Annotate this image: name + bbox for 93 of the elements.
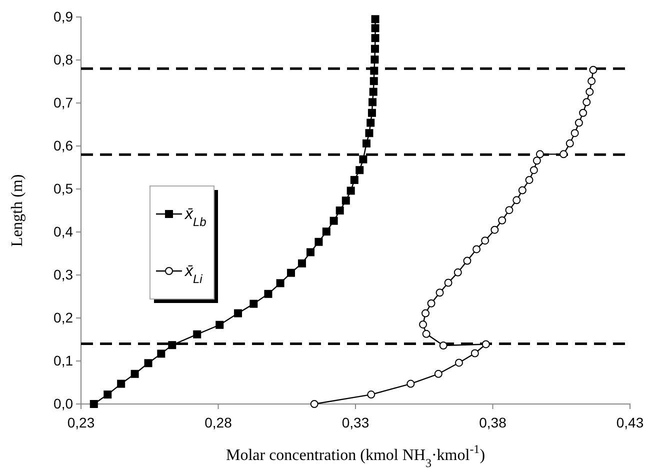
x-tick-label: 0,38 [479, 414, 507, 430]
y-tick-label: 0,2 [54, 309, 74, 326]
point [512, 196, 521, 204]
legend-label: x̄$_{Lb}$ [184, 206, 207, 229]
point [536, 150, 544, 158]
point [322, 228, 330, 236]
point [90, 400, 98, 408]
x-axis-title: Molar concentration (kmol NH$_{3}$·kmol$^{-1}$) [226, 442, 486, 470]
y-tick-label: 0,4 [54, 223, 74, 240]
y-tick-label: 0,0 [54, 395, 74, 412]
point [314, 238, 323, 246]
x-tick-label: 0,23 [67, 414, 95, 430]
point [371, 24, 380, 32]
point [350, 176, 358, 184]
point [362, 139, 370, 148]
point [586, 88, 594, 96]
point [532, 156, 541, 165]
y-tick-label: 0,8 [54, 51, 74, 68]
point [370, 77, 378, 86]
point [481, 236, 490, 245]
point [298, 259, 306, 268]
point [368, 98, 377, 106]
point [579, 108, 588, 117]
point [250, 300, 258, 308]
y-tick-label: 0,9 [54, 8, 74, 24]
y-axis-title: Length (m) [9, 174, 26, 247]
point [330, 216, 338, 225]
point [482, 340, 490, 348]
point [505, 206, 514, 214]
point [104, 390, 112, 399]
point [234, 309, 242, 318]
point [370, 44, 379, 53]
point [117, 380, 126, 388]
point [371, 15, 380, 24]
point [144, 359, 152, 368]
point [454, 268, 462, 276]
y-tick-label: 0,1 [54, 352, 74, 368]
point [342, 196, 350, 205]
point [560, 150, 568, 158]
y-tick-label: 0,3 [54, 266, 74, 282]
point [472, 245, 481, 254]
point [366, 118, 375, 127]
y-tick-label: 0,6 [54, 137, 74, 154]
point [518, 186, 526, 194]
point [369, 88, 378, 96]
point [276, 279, 284, 288]
point [439, 342, 448, 350]
point [566, 139, 574, 148]
point [454, 358, 463, 367]
y-tick-label: 0,7 [54, 94, 74, 110]
point [582, 98, 591, 106]
point [359, 155, 368, 164]
x-tick-label: 0,43 [616, 414, 644, 430]
point [264, 290, 272, 298]
point [570, 129, 579, 138]
point [490, 226, 499, 234]
point [444, 278, 452, 287]
point [574, 118, 583, 127]
point [367, 390, 376, 399]
x-tick-label: 0,28 [204, 414, 232, 430]
point [336, 206, 344, 214]
point [470, 349, 479, 358]
point [346, 186, 355, 195]
point [310, 400, 318, 408]
point [168, 341, 176, 350]
point [193, 330, 202, 338]
point [365, 129, 374, 138]
point [368, 108, 376, 117]
point [436, 288, 444, 297]
point [530, 166, 538, 174]
point [422, 330, 430, 338]
point [463, 256, 472, 265]
point [406, 380, 415, 388]
y-tick-label: 0,5 [54, 180, 74, 196]
x-tick-label: 0,33 [342, 414, 370, 430]
point [306, 248, 314, 256]
point [589, 66, 598, 74]
point [371, 34, 380, 42]
point [419, 320, 428, 328]
point [286, 268, 295, 277]
point [370, 66, 378, 75]
point [427, 299, 436, 308]
point [525, 176, 534, 184]
point [130, 370, 139, 378]
point [216, 320, 224, 329]
point [434, 370, 442, 378]
point [356, 166, 364, 174]
point [370, 56, 379, 64]
point [498, 216, 506, 224]
legend-label: x̄$_{Li}$ [184, 263, 203, 286]
point [421, 309, 430, 318]
point [157, 350, 166, 358]
point [588, 77, 596, 86]
